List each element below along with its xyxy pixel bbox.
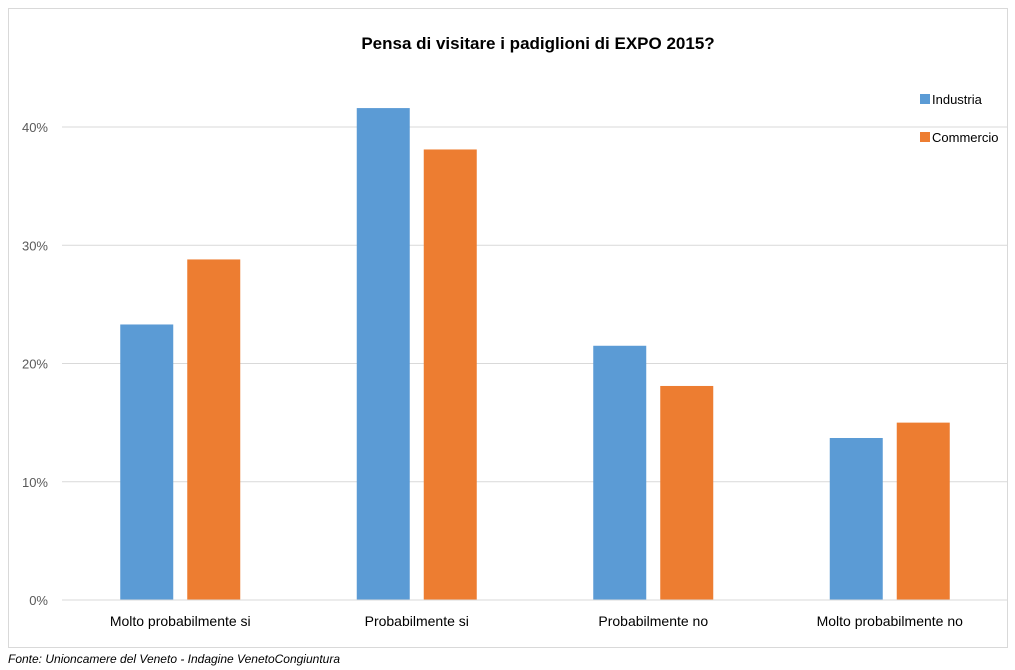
bar-commercio (187, 259, 241, 600)
bar-industria (829, 437, 883, 600)
y-axis-ticks: 0% 10% 20% 30% 40% (22, 120, 48, 608)
bar-industria (356, 108, 410, 600)
y-tick-label: 10% (22, 475, 48, 490)
legend-swatch (920, 132, 930, 142)
source-note: Fonte: Unioncamere del Veneto - Indagine… (8, 652, 340, 666)
category-label: Molto probabilmente si (110, 613, 251, 629)
bar-commercio (896, 422, 950, 600)
y-tick-label: 30% (22, 238, 48, 253)
chart-title: Pensa di visitare i padiglioni di EXPO 2… (361, 34, 714, 53)
category-label: Molto probabilmente no (817, 613, 964, 629)
y-tick-label: 20% (22, 357, 48, 372)
legend-swatch (920, 94, 930, 104)
bars (120, 108, 950, 600)
bar-industria (593, 345, 647, 600)
category-label: Probabilmente si (365, 613, 469, 629)
bar-commercio (660, 385, 714, 600)
bar-industria (120, 324, 174, 600)
legend-label: Industria (932, 92, 983, 107)
legend-label: Commercio (932, 130, 998, 145)
bar-commercio (423, 149, 477, 600)
category-label: Probabilmente no (598, 613, 708, 629)
y-tick-label: 40% (22, 120, 48, 135)
category-labels: Molto probabilmente si Probabilmente si Pr… (110, 613, 963, 629)
legend: Industria Commercio (920, 92, 998, 145)
y-tick-label: 0% (29, 593, 48, 608)
